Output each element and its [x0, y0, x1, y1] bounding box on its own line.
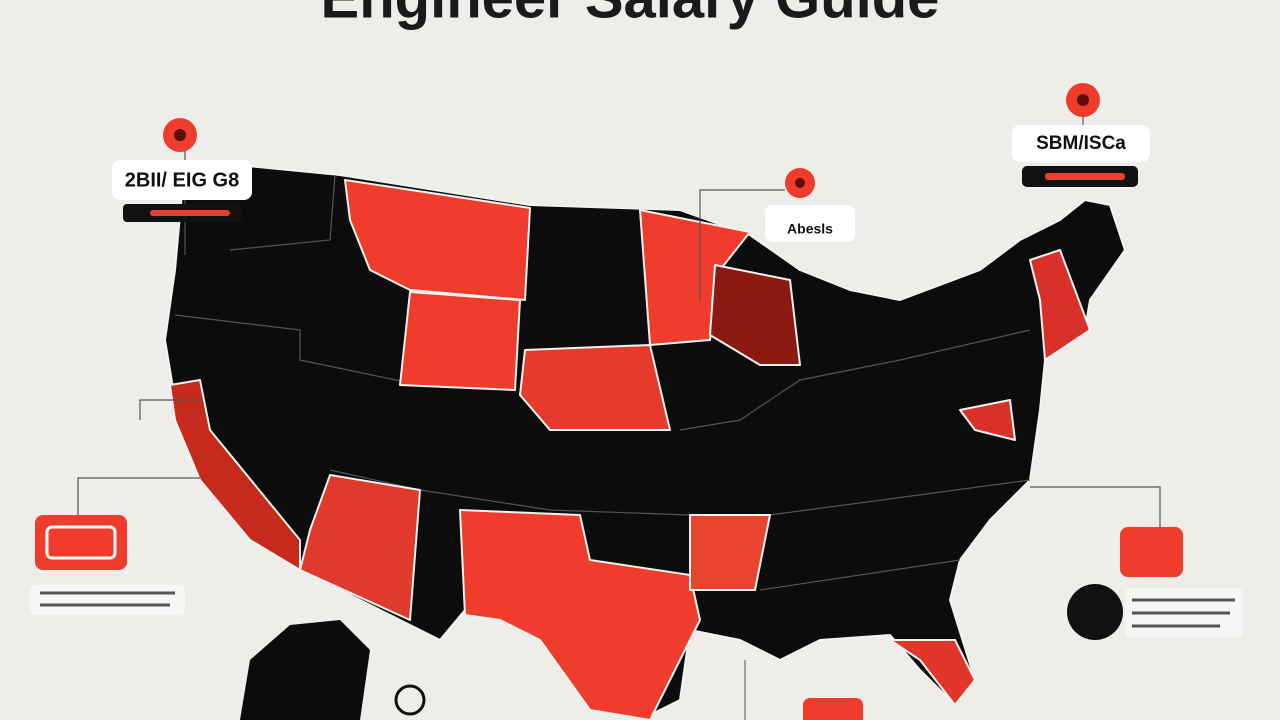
state-border: [679, 329, 1031, 431]
callout-bar-fill: [1045, 173, 1125, 180]
badge-icon: [45, 525, 117, 560]
marker-ring: [394, 684, 426, 716]
callout-middle: Abesls: [699, 168, 855, 300]
alaska: [240, 620, 370, 720]
callout-bar-fill: [150, 210, 230, 216]
callout-label: SBM/ISCa: [1036, 133, 1126, 154]
state-montana: [344, 179, 531, 301]
state-wyoming: [399, 291, 521, 391]
callout-right: SBM/ISCa: [1012, 83, 1150, 187]
state-arizona: [299, 474, 421, 621]
callout-box: [765, 205, 855, 242]
marker-dot: [795, 178, 805, 188]
state-border: [759, 559, 961, 591]
title: Engineer Salary Guide: [321, 0, 940, 30]
badge: [1120, 527, 1183, 577]
state-border: [229, 174, 336, 251]
leader-line: [699, 189, 785, 300]
badge-dark: [1067, 584, 1123, 640]
state-wisconsin: [709, 264, 801, 366]
callout-box: [1012, 125, 1150, 162]
callout-box: [112, 160, 252, 200]
state-maryland: [959, 399, 1016, 441]
marker-dot: [1077, 94, 1089, 106]
marker-dot: [174, 129, 186, 141]
badge: [35, 515, 127, 570]
state-arkansas: [689, 514, 771, 591]
note-box: [30, 585, 185, 615]
state-nebraska: [519, 344, 671, 431]
state-florida: [889, 639, 976, 706]
state-california: [169, 379, 301, 571]
leader-line: [139, 399, 200, 420]
state-texas: [459, 509, 701, 720]
leader-line: [77, 477, 200, 515]
us-map: [164, 159, 1126, 720]
side-badges: [30, 399, 1243, 720]
callout-label: Abesls: [787, 221, 833, 237]
state-northeast: [1029, 249, 1091, 361]
callout-label: 2BII/ EIG G8: [125, 169, 239, 191]
callout-left: 2BII/ EIG G8: [112, 118, 252, 255]
badge: [803, 698, 863, 720]
leader-line: [1030, 486, 1161, 527]
state-border: [174, 314, 421, 386]
